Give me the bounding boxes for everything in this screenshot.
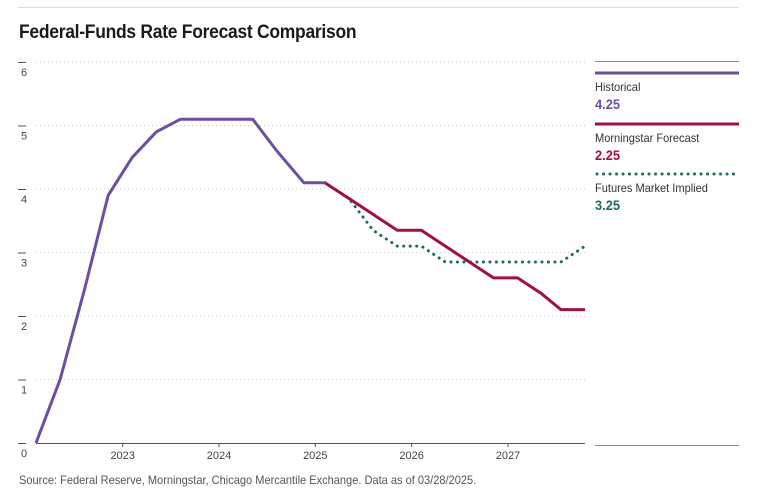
y-tick-label-0: 0: [21, 448, 27, 460]
legend-label-futures: Futures Market Implied: [595, 181, 708, 195]
y-tick-label-5: 5: [21, 131, 27, 143]
top-rule: [18, 7, 739, 8]
x-tick-label-2023: 2023: [110, 450, 134, 462]
legend-swatch-forecast: [595, 122, 739, 126]
legend-value-forecast: 2.25: [595, 147, 621, 163]
legend-label-forecast: Morningstar Forecast: [595, 131, 700, 145]
series-line-historical: [34, 117, 325, 444]
y-tick-label-6: 6: [21, 67, 27, 79]
x-tick-label-2027: 2027: [496, 450, 520, 462]
legend-value-historical: 4.25: [595, 96, 621, 112]
x-tick-label-2025: 2025: [303, 450, 327, 462]
x-tick-label-2026: 2026: [399, 450, 423, 462]
series-line-morningstar-forecast: [324, 181, 585, 312]
chart-title: Federal-Funds Rate Forecast Comparison: [19, 22, 357, 43]
source-note: Source: Federal Reserve, Morningstar, Ch…: [19, 473, 477, 487]
y-tick-label-2: 2: [21, 321, 27, 333]
legend-value-futures: 3.25: [595, 197, 621, 213]
x-tick-label-2024: 2024: [207, 450, 231, 462]
y-tick-label-3: 3: [21, 258, 27, 270]
legend: Historical 4.25 Morningstar Forecast 2.2…: [595, 61, 739, 446]
y-tick-label-1: 1: [21, 385, 27, 397]
series-line-futures-market-implied: [323, 181, 587, 264]
legend-label-historical: Historical: [595, 80, 641, 94]
y-tick-label-4: 4: [21, 194, 27, 206]
legend-swatch-futures: [595, 172, 739, 176]
legend-swatch-historical: [595, 71, 739, 75]
